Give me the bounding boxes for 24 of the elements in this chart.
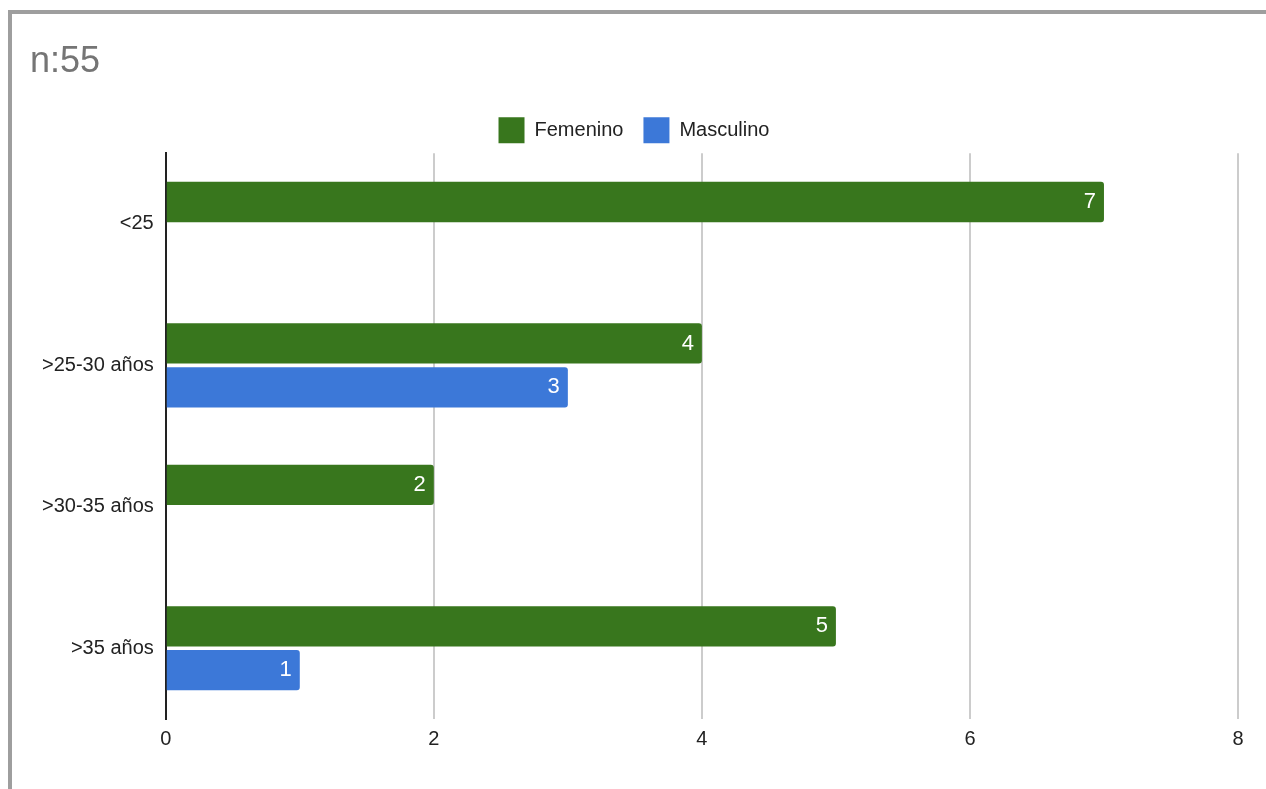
bar xyxy=(166,464,434,506)
data-label: 4 xyxy=(681,329,694,355)
bar xyxy=(166,323,702,364)
x-tick-label: 6 xyxy=(964,726,976,749)
y-tick-label: >35 años xyxy=(70,635,154,658)
data-label: 2 xyxy=(413,470,426,496)
y-tick-label: <25 xyxy=(119,211,154,234)
y-tick-label: >30-35 años xyxy=(41,494,154,517)
data-label: 1 xyxy=(279,656,292,682)
bar xyxy=(166,650,300,691)
x-tick-label: 0 xyxy=(160,726,172,749)
x-tick-label: 8 xyxy=(1232,726,1244,749)
data-label: 3 xyxy=(547,373,560,399)
bar xyxy=(166,367,568,408)
data-label: 7 xyxy=(1083,188,1096,214)
bar xyxy=(166,181,1104,223)
legend-label: Femenino xyxy=(534,117,624,140)
chart-title: n:55 xyxy=(30,38,101,80)
bar xyxy=(166,606,836,647)
x-tick-label: 4 xyxy=(696,726,708,749)
x-tick-label: 2 xyxy=(428,726,440,749)
data-label: 5 xyxy=(815,612,828,638)
y-tick-label: >25-30 años xyxy=(41,352,154,375)
legend-label: Masculino xyxy=(679,117,770,140)
